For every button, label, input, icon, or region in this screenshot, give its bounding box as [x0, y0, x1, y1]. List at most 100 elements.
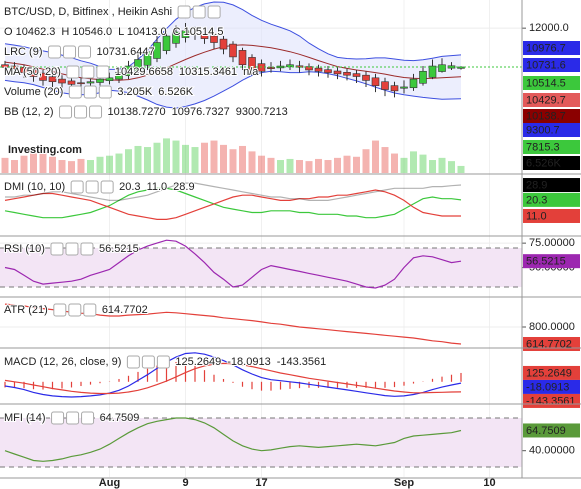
panel-value: 125.2649: [175, 356, 221, 368]
header-icon: [53, 303, 67, 317]
panel-title: DMI (10, 10): [4, 181, 65, 193]
price-tag: 6.526K: [526, 157, 562, 169]
header-icon: [65, 242, 79, 256]
candle-body: [67, 80, 76, 85]
price-tag: 10731.6: [526, 59, 566, 71]
candle-body: [438, 64, 446, 72]
volume-bar: [144, 147, 151, 173]
candle-body: [362, 74, 370, 81]
header-icon: [50, 242, 64, 256]
volume-bar: [125, 149, 132, 173]
value-tag-box: [523, 254, 580, 269]
panel-value: 64.7509: [100, 412, 140, 424]
value-tag: 614.7702: [526, 338, 572, 350]
volume-bar: [419, 154, 427, 173]
value-tag-box: [523, 365, 580, 380]
header-icon: [89, 105, 103, 119]
volume-bar: [77, 158, 85, 173]
indicator-line: [4, 417, 462, 462]
indicator-name: Volume (20): [4, 86, 63, 98]
candle-body: [77, 82, 85, 85]
candle-body: [86, 81, 95, 84]
volume-bar: [239, 145, 246, 173]
header-icon: [63, 45, 77, 59]
indicator-value: 3.205K: [117, 86, 153, 98]
indicator-value: 10429.6658: [115, 66, 173, 78]
volume-bar: [410, 151, 417, 173]
bb-line: [4, 1, 462, 70]
value-tag: 125.2649: [526, 367, 572, 379]
volume-bar: [277, 160, 284, 173]
volume-bar: [182, 144, 189, 173]
header-icon: [81, 65, 95, 79]
price-tag-box: [523, 123, 580, 137]
indicator-value: 10315.3461: [179, 66, 237, 78]
candle-body: [181, 30, 190, 38]
candle-body: [229, 43, 237, 58]
ohlc-label: O 10462.3: [4, 26, 55, 38]
candle-body: [58, 78, 66, 84]
value-tag-box: [523, 336, 580, 351]
value-tag-box: [523, 192, 580, 207]
y-tick-label: 40.00000: [529, 445, 575, 457]
candle-body: [257, 63, 266, 72]
panel-value: 614.7702: [102, 304, 148, 316]
price-tag: 10976.7: [526, 42, 566, 54]
volume-bar: [296, 160, 303, 173]
volume-bar: [248, 151, 256, 173]
watermark: Investing.com: [8, 144, 82, 156]
candle-body: [324, 69, 332, 73]
candle-body: [419, 70, 427, 84]
volume-bar: [334, 157, 341, 173]
volume-bar: [134, 145, 142, 173]
volume-bar: [153, 142, 161, 173]
header-icon: [96, 65, 110, 79]
value-tag: 28.9: [526, 179, 547, 191]
header-icon: [80, 242, 94, 256]
indicator-value: n/a: [243, 66, 259, 78]
volume-bar: [106, 155, 113, 173]
price-tag-box: [523, 41, 580, 55]
panel: [0, 417, 522, 468]
candle-body: [162, 35, 171, 51]
header-icon: [68, 85, 82, 99]
panel: [4, 182, 462, 220]
volume-bar: [381, 147, 389, 173]
header-icon: [192, 5, 206, 19]
header-icon: [98, 85, 112, 99]
chart-title: BTC/USD, D, Bitfinex , Heikin Ashi: [4, 6, 172, 18]
header-icon: [85, 180, 99, 194]
price-tag: 9300.7: [526, 124, 560, 136]
header-icon: [59, 105, 73, 119]
ohlc-label: C 10514.5: [173, 26, 224, 38]
candle-body: [39, 72, 47, 81]
volume-bar: [391, 153, 398, 173]
volume-bar: [429, 160, 436, 173]
candle-body: [314, 67, 323, 72]
value-tag-box: [523, 178, 580, 193]
candle-body: [333, 70, 342, 75]
x-tick-label: 10: [483, 477, 495, 489]
volume-bar: [210, 140, 218, 173]
indicator-line: [5, 182, 462, 201]
volume-bar: [372, 140, 379, 173]
candle-body: [267, 67, 275, 69]
candle-body: [428, 65, 437, 78]
candle-body: [352, 73, 361, 77]
volume-bar: [163, 138, 170, 173]
volume-bar: [11, 160, 18, 173]
volume-bar: [400, 157, 408, 173]
volume-bar: [448, 161, 455, 173]
panel: [4, 352, 462, 398]
volume-bar: [201, 142, 208, 173]
x-tick-label: 17: [255, 477, 267, 489]
volume-bar: [362, 149, 370, 173]
indicator-line: [4, 352, 462, 398]
value-tag-box: [523, 208, 580, 223]
volume-bar: [229, 149, 237, 173]
price-tag-box: [523, 58, 580, 72]
x-tick-label: 9: [182, 477, 188, 489]
indicator-line: [4, 362, 462, 395]
indicator-value: 9300.7213: [236, 106, 288, 118]
